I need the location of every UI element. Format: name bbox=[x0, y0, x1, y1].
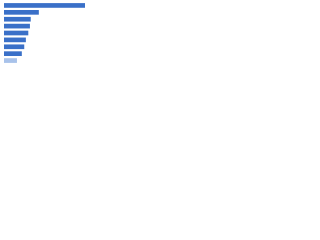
bar bbox=[4, 44, 25, 50]
bar bbox=[4, 51, 22, 57]
bar bbox=[4, 23, 30, 29]
bar bbox=[4, 9, 39, 15]
bar bbox=[4, 3, 85, 8]
bar bbox=[4, 58, 17, 63]
bar bbox=[4, 30, 29, 36]
chart bbox=[4, 3, 85, 63]
bar bbox=[4, 37, 26, 43]
bar bbox=[4, 16, 31, 22]
